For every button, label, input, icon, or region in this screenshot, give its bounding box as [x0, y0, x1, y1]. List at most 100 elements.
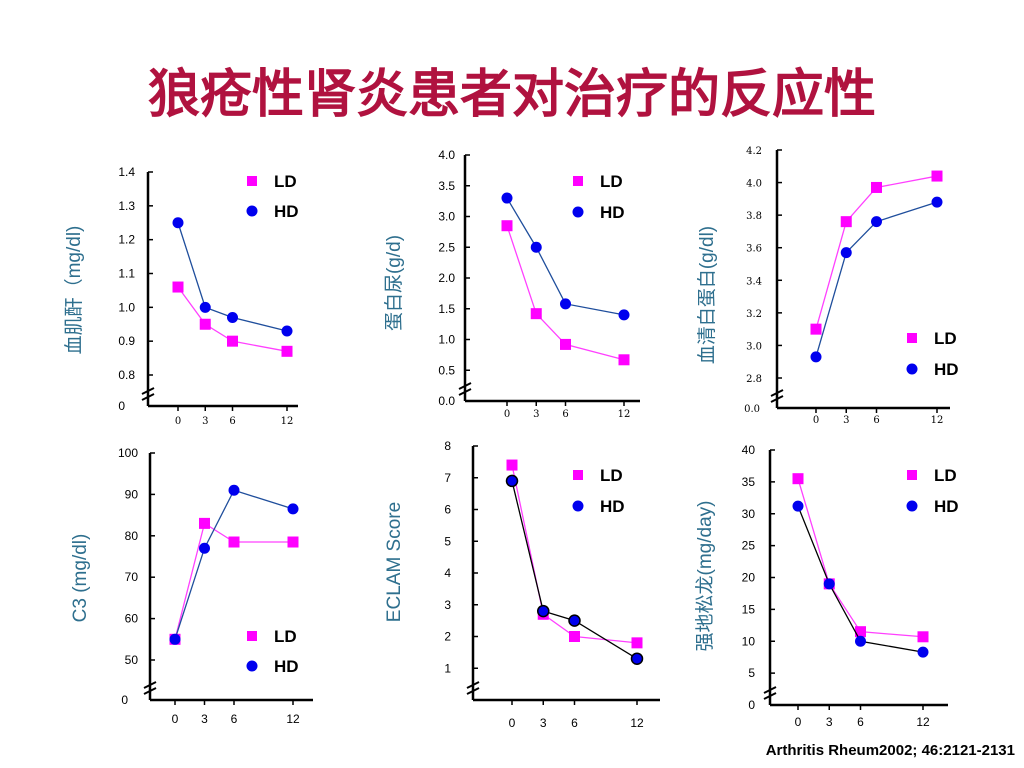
legend-label-hd: HD [600, 203, 625, 222]
y-tick-label: 35 [742, 475, 756, 489]
y-tick-label: 25 [742, 539, 756, 553]
citation: Arthritis Rheum2002; 46:2121-2131 [765, 742, 1015, 759]
chart-legend: LD HD [246, 172, 299, 221]
y-tick-label: 2.0 [438, 271, 455, 285]
data-point-hd [810, 351, 822, 363]
legend-marker-hd [246, 205, 258, 217]
axis-break-mark [763, 692, 777, 700]
y-tick-label: 40 [742, 443, 756, 457]
y-tick-label: 0.5 [438, 363, 455, 377]
data-point-hd [823, 578, 835, 590]
y-axis-title: 血清白蛋白(g/dl) [696, 226, 718, 364]
y-tick-label: 0 [748, 698, 755, 712]
chart-panel: 1.4 1.3 1.2 1.1 1.0 0.9 0.8 0 0 3 6 12 血肌酐（mg/dl) LD H… [63, 165, 299, 427]
y-axis-title: 强地松龙(mg/day) [694, 501, 716, 652]
legend-marker-hd [906, 363, 918, 375]
data-point-ld [917, 631, 929, 643]
axis-break-mark [143, 681, 157, 689]
legend-label-hd: HD [274, 657, 299, 676]
legend-label-ld: LD [600, 172, 623, 191]
data-point-ld [631, 637, 643, 649]
series-line-ld [797, 478, 924, 638]
data-point-ld [199, 318, 211, 330]
data-point-hd [630, 652, 644, 665]
data-point-hd [228, 484, 240, 496]
data-point-hd [172, 217, 184, 229]
y-axis-title: ECLAM Score [384, 502, 405, 622]
y-tick-label: 0.0 [438, 394, 455, 408]
y-tick-label: 15 [742, 602, 756, 616]
data-point-hd [917, 646, 929, 658]
data-point-ld [228, 536, 240, 548]
y-tick-label: 1.1 [118, 267, 135, 281]
y-zero-label: 0.0 [744, 404, 760, 415]
chart-legend: LD HD [906, 466, 959, 516]
series-line-hd [797, 505, 924, 653]
y-tick-label: 4.0 [746, 179, 762, 190]
axis-break-mark [466, 681, 480, 689]
legend-label-ld: LD [934, 329, 957, 348]
data-point-hd [792, 500, 804, 512]
legend-marker-ld [247, 176, 257, 186]
y-tick-label: 2.5 [438, 240, 455, 254]
y-tick-label: 5 [444, 534, 451, 548]
axis-break-mark [770, 389, 784, 397]
chart-legend: LD HD [246, 627, 299, 676]
data-point-hd [199, 301, 211, 313]
axis-break-mark [458, 382, 472, 390]
chart-legend: LD HD [572, 172, 625, 222]
series-line-hd [506, 197, 625, 316]
x-tick-label: 12 [286, 712, 300, 726]
x-tick-label: 0 [172, 712, 179, 726]
y-tick-label: 3 [444, 598, 451, 612]
x-tick-label: 0 [504, 409, 510, 420]
y-axis-title: 血肌酐（mg/dl) [63, 226, 85, 355]
data-point-hd [871, 216, 882, 228]
data-point-ld [569, 631, 580, 642]
series-line-ld [177, 286, 288, 352]
series-line-ld [815, 175, 938, 330]
data-point-hd [169, 633, 181, 645]
y-tick-label: 2 [444, 630, 451, 644]
legend-label-ld: LD [600, 466, 623, 485]
x-tick-label: 0 [175, 416, 181, 427]
y-tick-label: 1.4 [118, 165, 135, 179]
legend-marker-hd [246, 660, 258, 672]
legend-marker-hd [906, 500, 918, 512]
x-tick-label: 12 [281, 416, 294, 427]
series-line-ld [506, 225, 625, 361]
data-point-hd [281, 325, 293, 337]
x-tick-label: 3 [201, 712, 208, 726]
chart-legend: LD HD [906, 329, 959, 379]
y-tick-label: 4.2 [746, 146, 762, 157]
y-tick-label: 3.0 [438, 210, 455, 224]
legend-marker-hd [572, 206, 584, 218]
data-point-ld [227, 335, 238, 347]
legend-label-hd: HD [600, 497, 625, 516]
data-point-hd [505, 474, 519, 488]
y-tick-label: 3.2 [746, 309, 762, 320]
chart-panel: 40 35 30 25 20 15 10 5 0 0 3 6 12 强地松龙(mg/day) LD HD [694, 443, 959, 729]
data-point-hd [287, 503, 299, 515]
axis-break-mark [143, 687, 157, 695]
data-point-ld [287, 536, 299, 548]
legend-label-ld: LD [274, 627, 297, 646]
legend-marker-ld [247, 631, 257, 641]
chart-panel: 8 7 6 5 4 3 2 1 0 3 6 12 ECLAM Score LD HD [384, 439, 660, 730]
series-line-ld [174, 522, 293, 640]
x-tick-label: 6 [873, 415, 879, 426]
x-tick-label: 3 [533, 409, 539, 420]
data-point-hd [530, 241, 542, 253]
y-tick-label: 1.0 [118, 300, 135, 314]
y-tick-label: 1.5 [438, 302, 455, 316]
x-tick-label: 3 [540, 716, 547, 730]
data-point-hd [537, 604, 550, 618]
y-tick-label: 70 [125, 570, 139, 584]
x-tick-label: 3 [843, 415, 849, 426]
legend-label-hd: HD [274, 202, 299, 221]
data-point-hd [931, 196, 943, 208]
axis-break-mark [770, 395, 784, 403]
y-tick-label: 60 [125, 612, 139, 626]
axis-break-mark [763, 686, 777, 694]
